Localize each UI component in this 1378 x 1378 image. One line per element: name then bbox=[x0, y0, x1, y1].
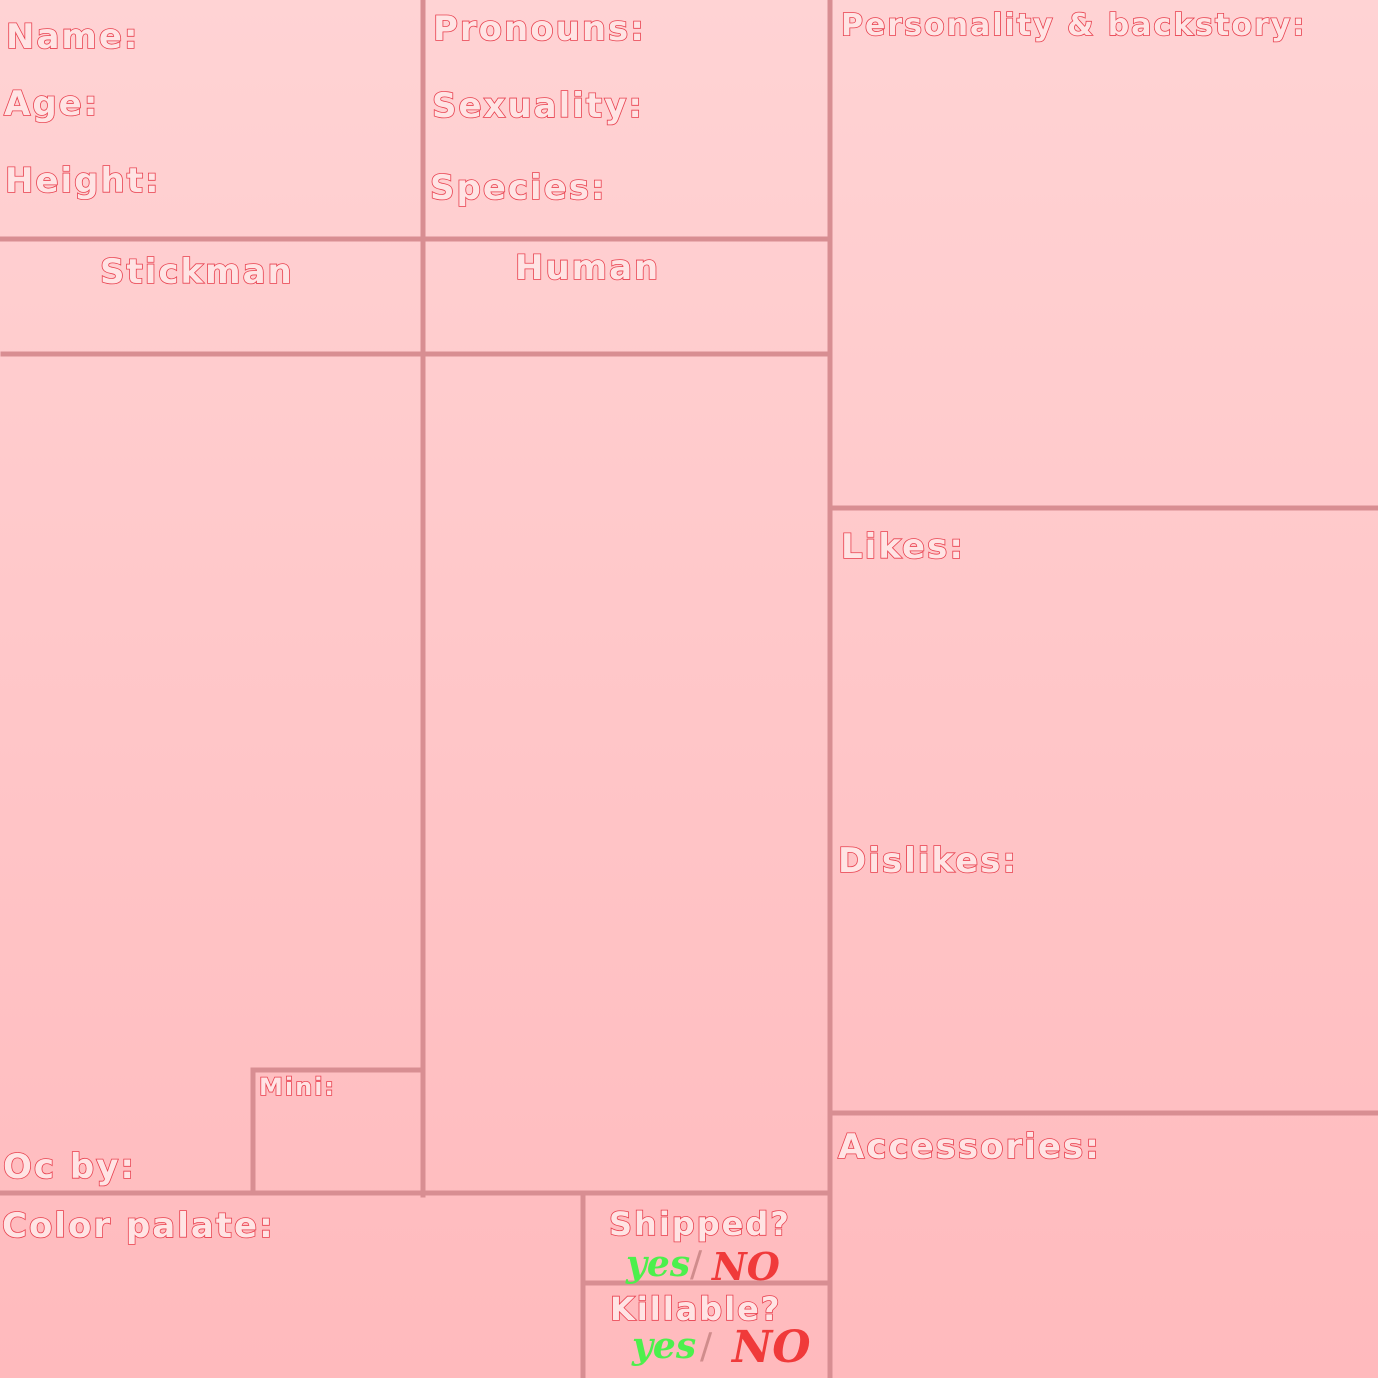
height-label: Height: bbox=[5, 161, 161, 201]
shipped-separator: / bbox=[690, 1244, 703, 1285]
shipped-yes[interactable]: yes bbox=[625, 1243, 690, 1285]
stickman-label: Stickman bbox=[100, 252, 294, 292]
mini-label: Mini: bbox=[259, 1073, 336, 1101]
killable-no[interactable]: NO bbox=[730, 1322, 811, 1373]
killable-yes[interactable]: yes bbox=[631, 1325, 696, 1367]
species-label: Species: bbox=[430, 168, 607, 208]
personality-label: Personality & backstory: bbox=[841, 8, 1306, 43]
human-label: Human bbox=[515, 248, 660, 288]
color-palette-label: Color palate: bbox=[2, 1206, 275, 1246]
dislikes-label: Dislikes: bbox=[838, 841, 1018, 881]
killable-separator: / bbox=[700, 1326, 713, 1367]
oc-by-label: Oc by: bbox=[3, 1147, 136, 1187]
age-label: Age: bbox=[4, 84, 99, 124]
name-label: Name: bbox=[6, 17, 139, 57]
killable-label: Killable? bbox=[610, 1290, 781, 1328]
shipped-label: Shipped? bbox=[609, 1205, 791, 1243]
pronouns-label: Pronouns: bbox=[433, 9, 646, 49]
likes-label: Likes: bbox=[841, 527, 965, 567]
accessories-label: Accessories: bbox=[838, 1127, 1101, 1167]
sexuality-label: Sexuality: bbox=[432, 86, 644, 126]
shipped-no[interactable]: NO bbox=[711, 1244, 780, 1289]
